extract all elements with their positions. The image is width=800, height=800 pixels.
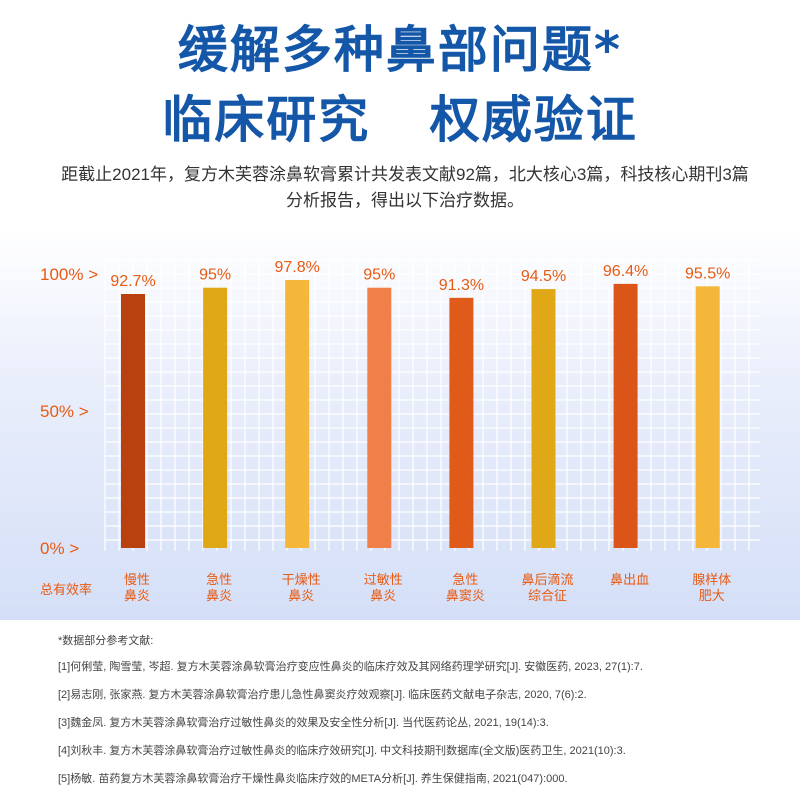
bar — [121, 294, 145, 548]
category-label: 急性 — [452, 573, 478, 588]
reference-item: [1]何俐莹, 陶雪莹, 岑超. 复方木芙蓉涂鼻软膏治疗变应性鼻炎的临床疗效及其… — [58, 661, 643, 673]
bar-value-label: 95.5% — [685, 265, 730, 282]
category-label: 鼻出血 — [610, 572, 649, 588]
category-label: 鼻炎 — [206, 588, 232, 604]
bar — [613, 283, 638, 548]
bar — [695, 286, 720, 548]
page-subtitle: 距截止2021年，复方木芙蓉涂鼻软膏累计共发表文献92篇，北大核心3篇，科技核心… — [61, 165, 749, 210]
references-section: *数据部分参考文献: [1]何俐莹, 陶雪莹, 岑超. 复方木芙蓉涂鼻软膏治疗变… — [58, 632, 788, 800]
bar — [285, 280, 310, 548]
category-label: 急性 — [206, 573, 232, 588]
reference-item: [3]魏金凤. 复方木芙蓉涂鼻软膏治疗过敏性鼻炎的效果及安全性分析[J]. 当代… — [58, 717, 549, 729]
category-label: 鼻炎 — [124, 588, 150, 604]
page-title-line1: 缓解多种鼻部问题* — [177, 21, 623, 79]
category-label: 腺样体 — [692, 573, 731, 588]
reference-item: [5]杨敏. 苗药复方木芙蓉涂鼻软膏治疗干燥性鼻炎临床疗效的META分析[J].… — [58, 773, 568, 785]
category-label: 鼻后滴流 — [521, 572, 573, 588]
bar-value-label: 92.7% — [110, 273, 155, 290]
bar-value-label: 95% — [199, 267, 231, 284]
bar-value-label: 95% — [363, 267, 395, 284]
bar — [367, 287, 392, 548]
references-title: *数据部分参考文献: — [58, 635, 154, 647]
y-tick-label: 50% > — [40, 402, 89, 421]
bar — [531, 289, 556, 548]
category-label: 干燥性 — [282, 573, 321, 588]
category-label: 肥大 — [699, 589, 725, 604]
total-efficacy-label: 总有效率 — [40, 582, 92, 598]
chart-panel: 0% >50% >100% >92.7% 慢性 鼻炎 95% 急性 鼻炎 97.8% 干燥性鼻… — [0, 228, 800, 620]
category-label: 过敏性 — [364, 573, 403, 588]
y-tick-label: 100% > — [40, 265, 98, 284]
bar-value-label: 96.4% — [603, 263, 648, 280]
y-tick-label: 0% > — [40, 539, 79, 558]
category-label: 综合征 — [528, 589, 567, 604]
bar — [203, 287, 228, 548]
bar-value-label: 97.8% — [275, 259, 320, 276]
reference-item: [4]刘秋丰. 复方木芙蓉涂鼻软膏治疗过敏性鼻炎的临床疗效研究[J]. 中文科技… — [58, 745, 626, 757]
category-label: 慢性 — [124, 572, 150, 588]
category-label: 鼻窦炎 — [446, 588, 485, 604]
page-title-line2: 临床研究 权威验证 — [162, 91, 638, 149]
category-label: 鼻炎 — [288, 588, 314, 604]
bar-value-label: 91.3% — [439, 277, 484, 294]
bar-chart: 0% >50% >100% >92.7%慢性鼻炎95%急性鼻炎97.8%干燥性鼻… — [40, 259, 760, 604]
reference-item: [2]易志刚, 张家燕. 复方木芙蓉涂鼻软膏治疗患儿急性鼻窦炎疗效观察[J]. … — [58, 689, 587, 701]
category-label: 鼻炎 — [370, 588, 396, 604]
bar-value-label: 94.5% — [521, 268, 566, 285]
bar — [449, 297, 474, 548]
